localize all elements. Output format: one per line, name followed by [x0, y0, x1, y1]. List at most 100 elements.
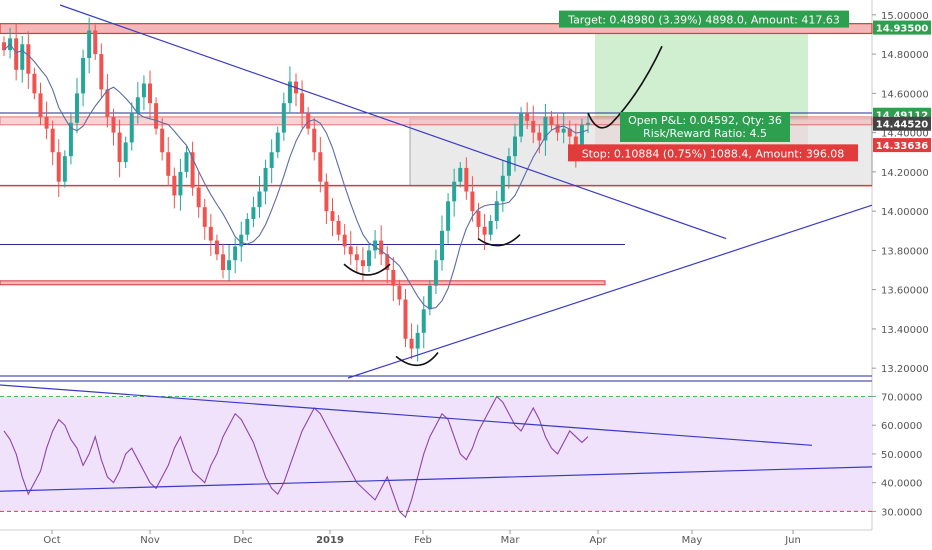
candle-body	[190, 152, 195, 188]
candle-body	[318, 152, 323, 182]
candle-body	[403, 299, 408, 339]
candle-body	[543, 116, 548, 141]
price-tick-label: 14.00000	[881, 207, 929, 218]
time-tick-label: Jun	[784, 535, 801, 546]
candle-body	[14, 38, 19, 70]
rsi-tick-label: 30.0000	[881, 507, 922, 518]
time-tick-label: Oct	[43, 535, 60, 546]
candle-body	[531, 120, 536, 133]
support-band-13-63	[0, 280, 606, 286]
candle-body	[172, 175, 177, 196]
candle-body	[20, 44, 25, 70]
time-tick-label: 2019	[316, 535, 344, 546]
candle-body	[281, 103, 286, 133]
candle-body	[208, 226, 213, 241]
candle-body	[99, 54, 104, 90]
candle-body	[336, 220, 341, 235]
descending-trendline	[59, 4, 727, 240]
candle-body	[433, 260, 438, 286]
candle-body	[324, 181, 329, 212]
projection-path	[587, 45, 663, 129]
candle-body	[342, 234, 347, 247]
candle-body	[117, 132, 122, 163]
candle-body	[458, 167, 463, 182]
candle-body	[251, 207, 256, 219]
target-label-bg	[559, 10, 849, 28]
time-tick-label: May	[682, 535, 703, 546]
resistance-band-mid	[0, 116, 873, 126]
candle-body	[549, 116, 554, 125]
candle-body	[506, 156, 511, 176]
rsi-tick-label: 40.0000	[881, 479, 922, 490]
candle-body	[500, 175, 505, 202]
price-tick-label: 13.40000	[881, 325, 929, 336]
candle-body	[68, 122, 73, 157]
candle-body	[373, 240, 378, 251]
candle-body	[184, 152, 189, 172]
candle-body	[537, 132, 542, 141]
time-tick-label: Dec	[233, 535, 252, 546]
candle-body	[287, 81, 292, 104]
candle-body	[348, 246, 353, 255]
candle-body	[26, 44, 31, 74]
price-tag-label: 14.33636	[876, 141, 929, 152]
candle-body	[44, 116, 49, 129]
candle-body	[87, 30, 92, 59]
candle-body	[111, 116, 116, 133]
candle-body	[227, 260, 232, 271]
candle-body	[239, 234, 244, 247]
time-tick-label: Nov	[140, 535, 160, 546]
candle-body	[214, 240, 219, 255]
candle-body	[397, 285, 402, 300]
rsi-line	[3, 395, 589, 519]
candle-body	[62, 156, 67, 182]
stop-label: Stop: 0.10884 (0.75%) 1088.4, Amount: 39…	[582, 147, 845, 160]
candle-body	[421, 309, 426, 333]
candle-body	[360, 260, 365, 267]
candle-body	[470, 191, 475, 212]
candle-body	[482, 226, 487, 235]
candle-body	[221, 254, 225, 271]
rsi-tick-label: 50.0000	[881, 450, 922, 461]
candle-body	[464, 167, 469, 192]
candle-body	[2, 42, 6, 51]
candle-body	[148, 83, 152, 104]
candle-body	[105, 89, 110, 117]
left-shoulder-arc	[343, 263, 391, 276]
candle-body	[257, 191, 262, 208]
candle-body	[519, 112, 524, 137]
candle-body	[123, 142, 128, 163]
price-tick-label: 13.60000	[881, 286, 929, 297]
price-tag-bg	[873, 116, 931, 131]
risk-reward-label: Risk/Reward Ratio: 4.5	[643, 127, 767, 140]
price-tag-label: 14.93500	[876, 24, 929, 35]
candle-body	[306, 112, 311, 129]
candle-body	[586, 122, 590, 125]
candle-body	[452, 181, 457, 202]
candle-body	[561, 128, 566, 133]
candle-body	[513, 136, 517, 157]
candle-body	[75, 93, 79, 123]
ascending-trendline	[347, 204, 873, 379]
rsi-descending-trendline	[0, 384, 813, 446]
price-tag-label: 14.44520	[876, 120, 929, 131]
candle-body	[38, 93, 43, 117]
price-tick-label: 15.00000	[881, 11, 929, 22]
candle-body	[379, 240, 384, 255]
candle-body	[367, 250, 371, 267]
candle-body	[196, 187, 201, 208]
target-label: Target: 0.48980 (3.39%) 4898.0, Amount: …	[567, 14, 840, 27]
moving-average-line	[3, 43, 589, 310]
price-tag-bg	[873, 20, 931, 35]
right-shoulder-arc	[477, 234, 521, 247]
candle-body	[275, 132, 280, 153]
candle-body	[202, 207, 207, 227]
candle-body	[56, 152, 61, 182]
rsi-band	[0, 396, 872, 512]
rsi-ascending-trendline	[0, 466, 873, 492]
candle-body	[135, 97, 140, 113]
time-tick-label: Feb	[414, 535, 432, 546]
candle-body	[427, 285, 432, 310]
